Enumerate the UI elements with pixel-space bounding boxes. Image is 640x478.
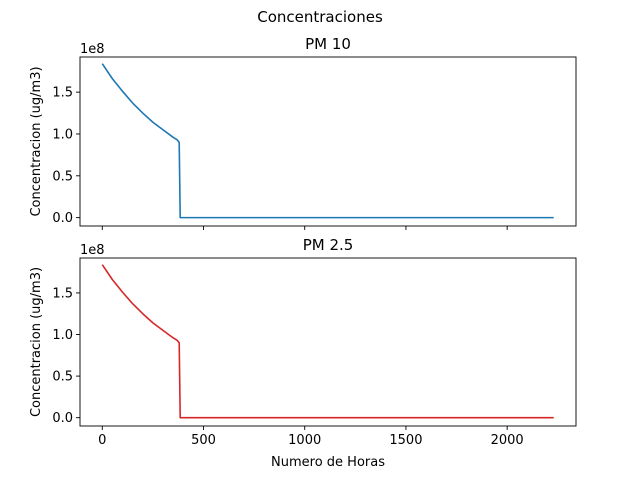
y-tick-label: 1.0	[52, 328, 73, 343]
chart-title: PM 10	[305, 35, 351, 53]
axes-frame	[79, 257, 577, 427]
x-tick-label: 1500	[389, 433, 422, 448]
y-offset-text: 1e8	[80, 243, 105, 258]
y-tick-label: 0.5	[52, 169, 73, 184]
chart-title: PM 2.5	[303, 236, 354, 254]
y-tick-label: 0.5	[52, 370, 73, 385]
figure-suptitle: Concentraciones	[257, 8, 383, 26]
chart-panel-1: 0.0 0.5 1.0 1.5 1e8 PM 10 Concentracion (ug/m3…	[29, 35, 577, 230]
chart-panel-2: 0 500 1000 1500 2000 0.0 0.5 1.0 1.5 1e8 PM 2.5 Con…	[29, 236, 577, 470]
series-line-1-1	[101, 63, 554, 219]
y-tick-label: 1.5	[52, 86, 73, 101]
series-line-2-1	[101, 264, 554, 419]
y-axis-label: Concentracion (ug/m3)	[29, 267, 44, 417]
y-tick-label: 1.5	[52, 286, 73, 301]
y-tick-label: 1.0	[52, 127, 73, 142]
x-tick-label: 0	[98, 433, 106, 448]
x-tick-label: 1000	[288, 433, 321, 448]
axes-frame	[79, 56, 577, 227]
y-offset-text: 1e8	[80, 42, 105, 57]
x-tick-label: 2000	[491, 433, 524, 448]
y-tick-label: 0.0	[52, 411, 73, 426]
x-tick-label: 500	[191, 433, 216, 448]
y-tick-label: 0.0	[52, 211, 73, 226]
x-axis-label: Numero de Horas	[271, 455, 385, 470]
charts: 0.0 0.5 1.0 1.5 1e8 PM 10 Concentracion (ug/m3…	[29, 35, 577, 470]
y-axis-label: Concentracion (ug/m3)	[29, 66, 44, 216]
